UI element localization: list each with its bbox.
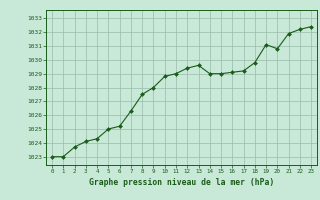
X-axis label: Graphe pression niveau de la mer (hPa): Graphe pression niveau de la mer (hPa) [89, 178, 274, 187]
